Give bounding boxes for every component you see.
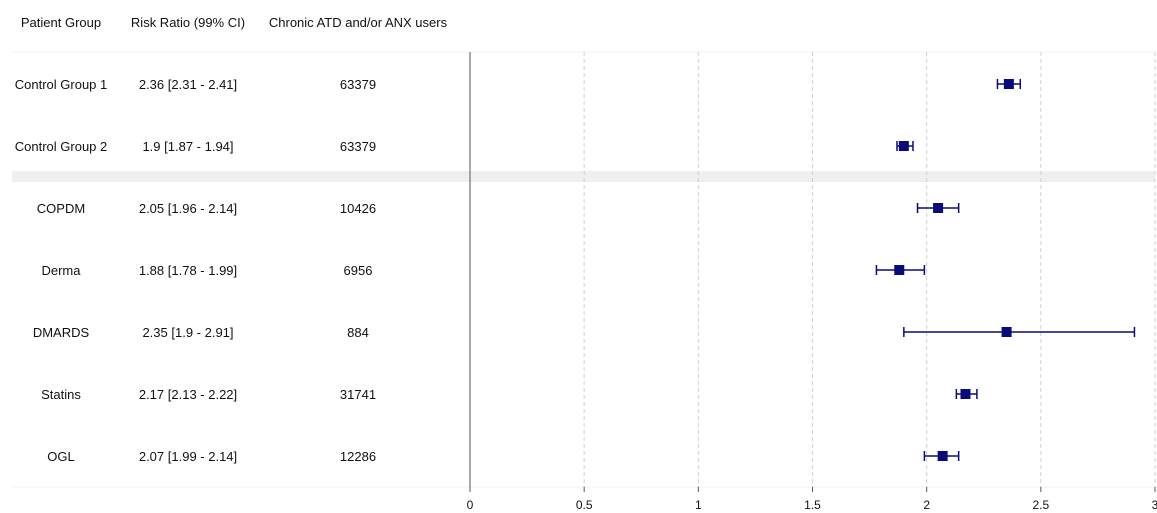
x-tick-label: 1 [695,498,702,512]
row-n-label: 12286 [340,449,376,464]
row-group-label: COPDM [37,201,85,216]
point-estimate-marker [1001,327,1012,337]
x-tick-label: 3 [1152,498,1157,512]
row-group-label: Control Group 1 [15,77,108,92]
row-group-label: OGL [47,449,74,464]
row-rr-label: 2.05 [1.96 - 2.14] [139,201,237,216]
header-risk-ratio: Risk Ratio (99% CI) [131,15,245,30]
row-rr-label: 2.17 [2.13 - 2.22] [139,387,237,402]
point-estimate-marker [933,203,944,213]
row-group-label: DMARDS [33,325,90,340]
x-tick-label: 0 [467,498,474,512]
row-group-label: Control Group 2 [15,139,108,154]
row-rr-label: 2.36 [2.31 - 2.41] [139,77,237,92]
x-tick-label: 2.5 [1032,498,1049,512]
header-users: Chronic ATD and/or ANX users [269,15,448,30]
point-estimate-marker [1003,79,1014,89]
row-n-label: 63379 [340,77,376,92]
row-n-label: 63379 [340,139,376,154]
column-headers: Patient Group Risk Ratio (99% CI) Chroni… [21,15,448,30]
header-patient-group: Patient Group [21,15,101,30]
row-rr-label: 1.88 [1.78 - 1.99] [139,263,237,278]
point-estimate-marker [898,141,909,151]
row-group-label: Derma [41,263,81,278]
row-n-label: 31741 [340,387,376,402]
x-tick-label: 0.5 [576,498,593,512]
row-rr-label: 2.35 [1.9 - 2.91] [142,325,233,340]
point-estimate-marker [894,265,905,275]
row-group-label: Statins [41,387,81,402]
row-rr-label: 2.07 [1.99 - 2.14] [139,449,237,464]
row-n-label: 6956 [344,263,373,278]
point-estimate-marker [960,389,971,399]
group-separator [12,171,1155,182]
point-estimate-marker [937,451,948,461]
row-n-label: 10426 [340,201,376,216]
row-n-label: 884 [347,325,369,340]
x-tick-label: 2 [923,498,930,512]
row-rr-label: 1.9 [1.87 - 1.94] [142,139,233,154]
x-tick-label: 1.5 [804,498,821,512]
